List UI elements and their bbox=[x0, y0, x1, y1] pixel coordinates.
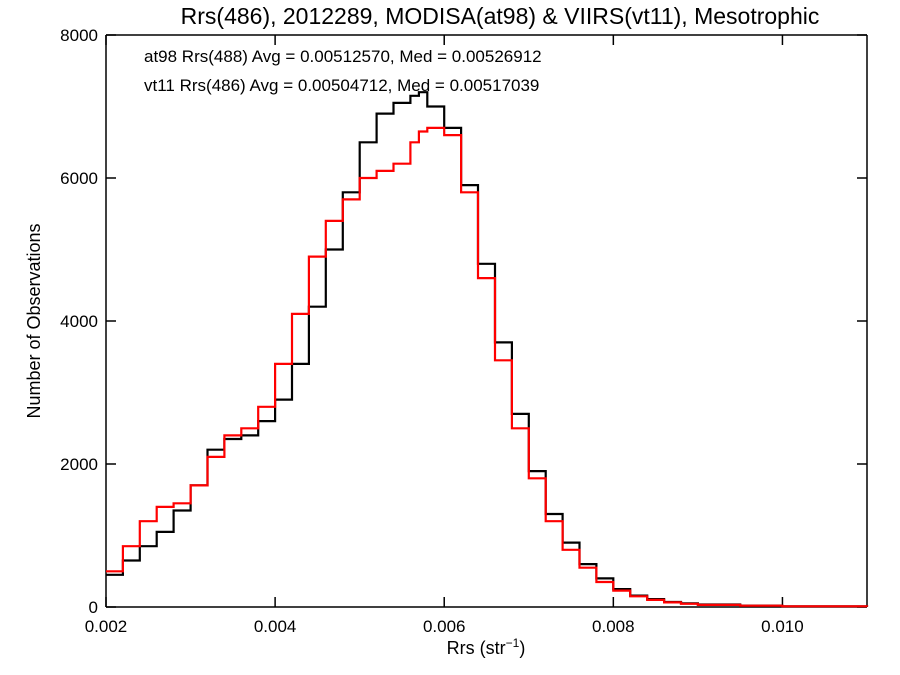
series-layer bbox=[106, 91, 869, 608]
x-axis-label-close: ) bbox=[519, 638, 525, 658]
x-tick-label-2: 0.006 bbox=[423, 617, 466, 636]
y-tick-label-0: 0 bbox=[89, 598, 98, 617]
y-tick-label-3: 6000 bbox=[60, 169, 98, 188]
x-tick-label-1: 0.004 bbox=[254, 617, 297, 636]
legend-entry-series-1: at98 Rrs(488) Avg = 0.00512570, Med = 0.… bbox=[144, 47, 542, 66]
y-tick-label-1: 2000 bbox=[60, 455, 98, 474]
legend-entry-series-2: vt11 Rrs(486) Avg = 0.00504712, Med = 0.… bbox=[144, 76, 539, 95]
x-tick-label-4: 0.010 bbox=[761, 617, 804, 636]
axis-tick-labels: 0.002 0.004 0.006 0.008 0.010 0 2000 4000 6000 80… bbox=[60, 26, 804, 636]
x-axis-label-superscript: −1 bbox=[506, 636, 520, 650]
chart-title: Rrs(486), 2012289, MODISA(at98) & VIIRS(… bbox=[181, 3, 820, 29]
y-tick-label-4: 8000 bbox=[60, 26, 98, 45]
x-axis-label: Rrs (str−1) bbox=[447, 636, 526, 658]
axis-ticks bbox=[105, 34, 867, 608]
x-tick-label-0: 0.002 bbox=[85, 617, 128, 636]
series-line-1 bbox=[106, 91, 869, 608]
x-tick-label-3: 0.008 bbox=[592, 617, 635, 636]
plot-frame bbox=[105, 34, 868, 608]
y-tick-label-2: 4000 bbox=[60, 312, 98, 331]
y-axis-label: Number of Observations bbox=[24, 223, 44, 418]
series-line-2 bbox=[106, 126, 869, 608]
x-axis-label-text: Rrs (str bbox=[447, 638, 506, 658]
